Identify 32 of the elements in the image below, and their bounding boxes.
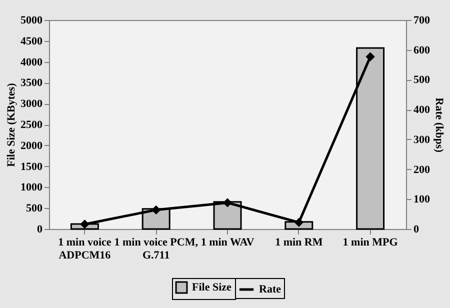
y2-tick-label: 500 <box>414 74 430 86</box>
y-tick-label: 2500 <box>20 119 43 131</box>
y-tick-label: 3500 <box>20 77 43 90</box>
y-tick-label: 1000 <box>20 182 43 194</box>
legend-label: File Size <box>192 282 232 294</box>
y-axis-title: File Size (KBytes) <box>6 82 18 167</box>
x-tick-label: 1 min voice PCM, G.711 <box>114 236 198 262</box>
x-tick-label: 1 min WAV <box>200 236 254 248</box>
point <box>223 198 232 207</box>
y-tick-label: 3000 <box>20 98 43 110</box>
y2-tick-label: 700 <box>414 14 430 26</box>
y2-tick-label: 0 <box>414 224 420 236</box>
point <box>294 218 304 227</box>
point <box>80 220 89 228</box>
x-tick-label: 1 min RM <box>275 236 324 248</box>
y2-axis-title: Rate (kbps) <box>433 98 445 153</box>
y-tick-label: 500 <box>26 202 43 215</box>
y-tick-label: 5000 <box>20 14 43 26</box>
y-tick-label: 0 <box>37 224 43 236</box>
y2-tick-label: 300 <box>414 134 430 146</box>
y2-tick-label: 100 <box>414 194 430 206</box>
x-tick-label: 1 min MPG <box>342 236 398 248</box>
y2-tick-label: 200 <box>414 164 430 176</box>
point <box>366 52 374 61</box>
y2-tick-label: 400 <box>414 104 430 116</box>
y2-tick-label: 600 <box>414 44 430 56</box>
y-tick-label: 4000 <box>20 56 43 68</box>
y-tick-label: 2000 <box>20 140 43 152</box>
y-tick-label: 4500 <box>20 35 43 48</box>
y-tick-label: 1500 <box>20 160 43 173</box>
x-tick-label: 1 min voice ADPCM16 <box>58 236 112 262</box>
legend-label: Rate <box>259 284 282 296</box>
